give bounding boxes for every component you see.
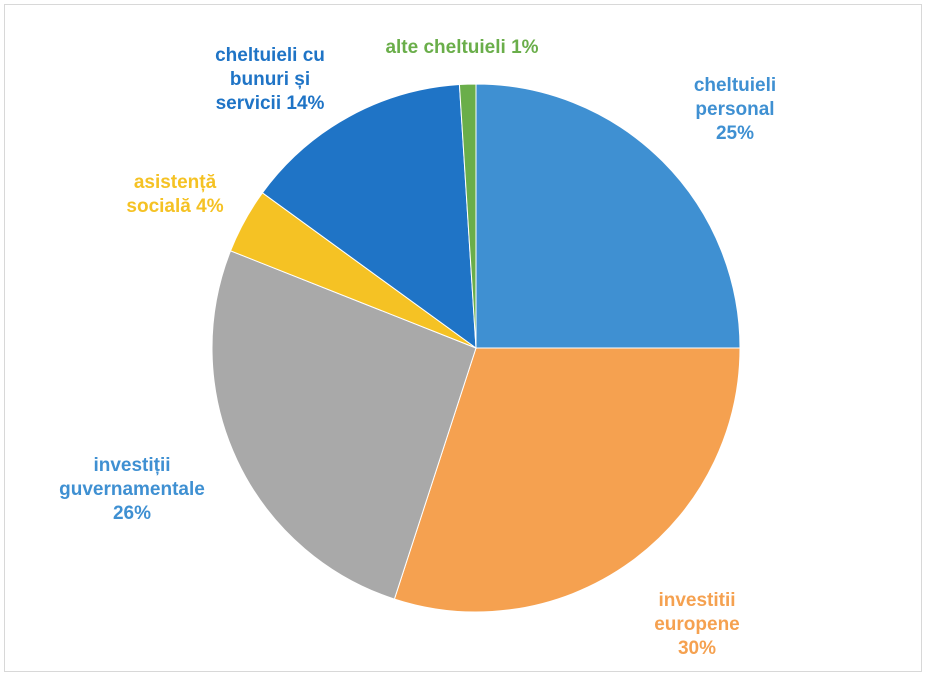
slice-label: investiții guvernamentale 26% bbox=[57, 454, 207, 526]
value-label: 14% bbox=[286, 93, 325, 114]
value-label: 26% bbox=[112, 503, 152, 524]
category-label: cheltuieli cu bunuri și servicii bbox=[215, 45, 325, 114]
category-label: alte cheltuieli bbox=[385, 37, 506, 58]
pie-slice bbox=[211, 250, 477, 600]
pie-slice bbox=[393, 347, 741, 613]
slice-label: cheltuieli personal 25% bbox=[675, 74, 795, 146]
category-label: investiții guvernamentale bbox=[59, 455, 205, 500]
value-label: 1% bbox=[511, 37, 539, 58]
slice-label: investitii europene 30% bbox=[637, 589, 757, 661]
value-label: 4% bbox=[196, 196, 224, 217]
pie-slice bbox=[261, 83, 477, 350]
pie-slice bbox=[475, 83, 741, 349]
pie-slice bbox=[458, 83, 477, 349]
value-label: 25% bbox=[715, 123, 755, 144]
category-label: investitii europene bbox=[654, 590, 740, 635]
slice-label: cheltuieli cu bunuri și servicii 14% bbox=[195, 44, 345, 116]
value-label: 30% bbox=[677, 638, 717, 659]
slice-label: asistență socială 4% bbox=[120, 171, 230, 219]
frame bbox=[4, 4, 922, 672]
category-label: asistență socială bbox=[126, 172, 217, 217]
category-label: cheltuieli personal bbox=[693, 75, 777, 120]
slice-label: alte cheltuieli 1% bbox=[372, 36, 552, 60]
